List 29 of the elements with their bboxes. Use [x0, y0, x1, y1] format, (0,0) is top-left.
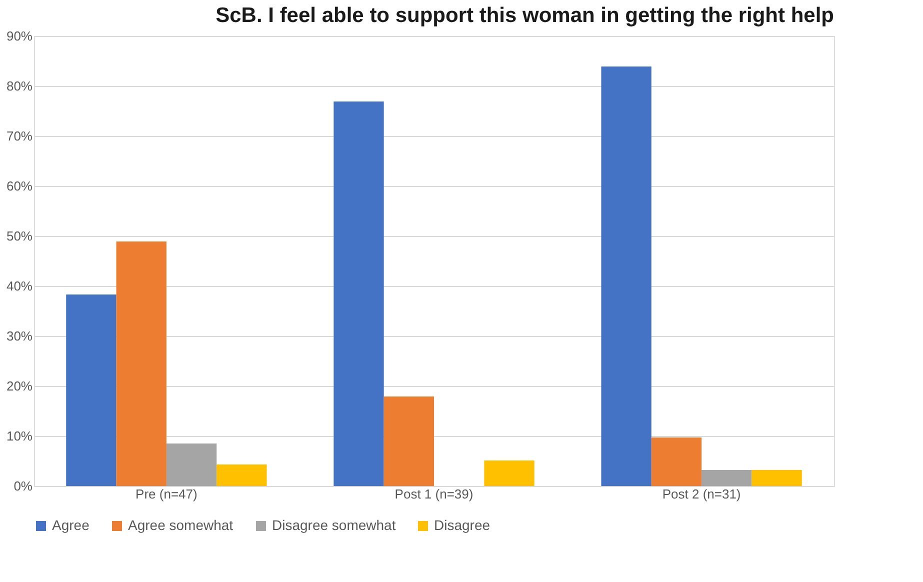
y-tick-label: 10% — [6, 428, 33, 444]
y-tick-label: 40% — [6, 278, 33, 294]
y-tick-label: 70% — [6, 128, 33, 144]
x-tick-label: Post 1 (n=39) — [394, 486, 474, 502]
bar — [752, 470, 802, 486]
bar — [484, 460, 534, 486]
bar — [384, 396, 434, 486]
bar — [216, 464, 267, 486]
bar — [66, 294, 116, 486]
bar — [702, 470, 752, 486]
y-tick-label: 50% — [6, 228, 33, 244]
legend-label: Agree — [52, 517, 90, 533]
bar — [116, 242, 166, 486]
bar — [651, 438, 702, 486]
chart-title: ScB. I feel able to support this woman in getting the right help — [216, 4, 834, 27]
y-tick-label: 90% — [6, 28, 33, 44]
x-tick-label: Post 2 (n=31) — [662, 486, 741, 502]
y-tick-label: 0% — [14, 478, 33, 494]
legend-label: Agree somewhat — [128, 517, 234, 533]
y-tick-label: 20% — [6, 378, 33, 394]
x-tick-label: Pre (n=47) — [136, 486, 198, 502]
bar — [601, 66, 652, 486]
y-tick-label: 80% — [6, 78, 33, 94]
legend-label: Disagree — [434, 517, 490, 533]
bar — [334, 102, 384, 486]
legend-label: Disagree somewhat — [272, 517, 396, 533]
y-tick-label: 60% — [6, 178, 33, 194]
bar — [166, 444, 217, 486]
y-tick-label: 30% — [6, 328, 33, 344]
